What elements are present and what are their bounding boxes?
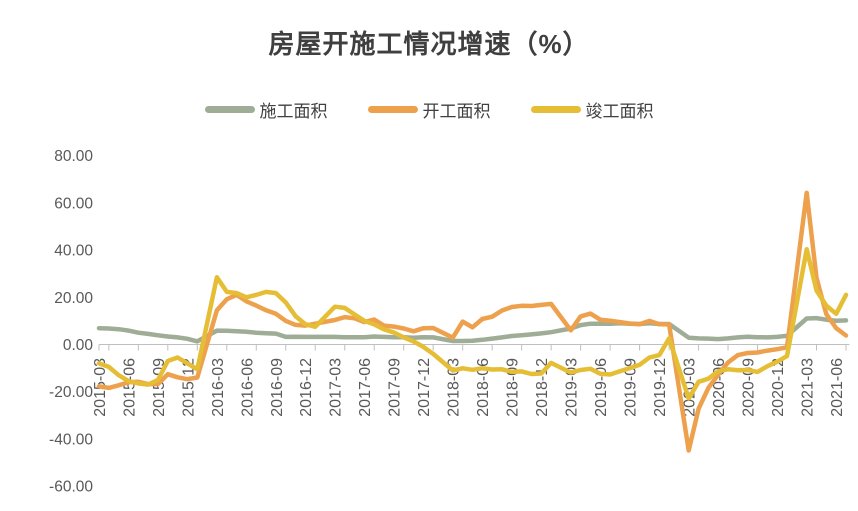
legend-marker-new-starts-area [367,106,418,113]
x-tick-label: 2019-06 [593,358,610,417]
x-tick-label: 2019-03 [564,358,581,417]
series-line-completed-area [96,246,849,401]
y-tick-label: 0.00 [63,337,94,354]
chart-title: 房屋开施工情况增速（%） [268,29,590,59]
legend-marker-construction-area [204,106,255,113]
y-tick-label: -60.00 [49,479,93,496]
legend-item-construction-area: 施工面积 [204,97,328,122]
x-tick-label: 2020-03 [682,358,699,417]
x-tick-label: 2017-03 [328,358,345,417]
y-tick-label: 20.00 [54,290,93,307]
legend: 施工面积 开工面积 竣工面积 [0,97,858,122]
y-tick-label: 80.00 [54,148,93,165]
y-tick-label: 40.00 [54,243,93,260]
x-tick-label: 2016-03 [210,358,227,417]
y-tick-label: 60.00 [54,195,93,212]
x-tick-label: 2016-12 [298,358,315,417]
x-tick-label: 2018-09 [505,358,522,417]
x-tick-label: 2017-12 [416,358,433,417]
x-tick-label: 2020-12 [770,358,787,417]
x-tick-label: 2017-09 [387,358,404,417]
legend-item-new-starts-area: 开工面积 [367,97,491,122]
legend-label-new-starts-area: 开工面积 [422,102,491,121]
x-tick-label: 2018-03 [446,358,463,417]
x-tick-label: 2018-06 [475,358,492,417]
legend-label-completed-area: 竣工面积 [585,102,654,121]
x-tick-label: 2017-06 [357,358,374,417]
legend-item-completed-area: 竣工面积 [530,97,654,122]
legend-marker-completed-area [530,106,581,113]
x-tick-label: 2021-03 [800,358,817,417]
x-tick-label: 2021-06 [829,358,846,417]
series-line-construction-area [96,315,849,344]
x-tick-label: 2019-12 [652,358,669,417]
x-tick-label: 2016-09 [269,358,286,417]
x-tick-label: 2019-09 [623,358,640,417]
x-tick-label: 2015-06 [121,358,138,417]
x-tick-label: 2020-09 [741,358,758,417]
x-tick-label: 2015-12 [180,358,197,417]
y-tick-label: -20.00 [49,384,93,401]
x-tick-label: 2016-06 [239,358,256,417]
legend-label-construction-area: 施工面积 [259,102,328,121]
y-tick-label: -40.00 [49,431,93,448]
